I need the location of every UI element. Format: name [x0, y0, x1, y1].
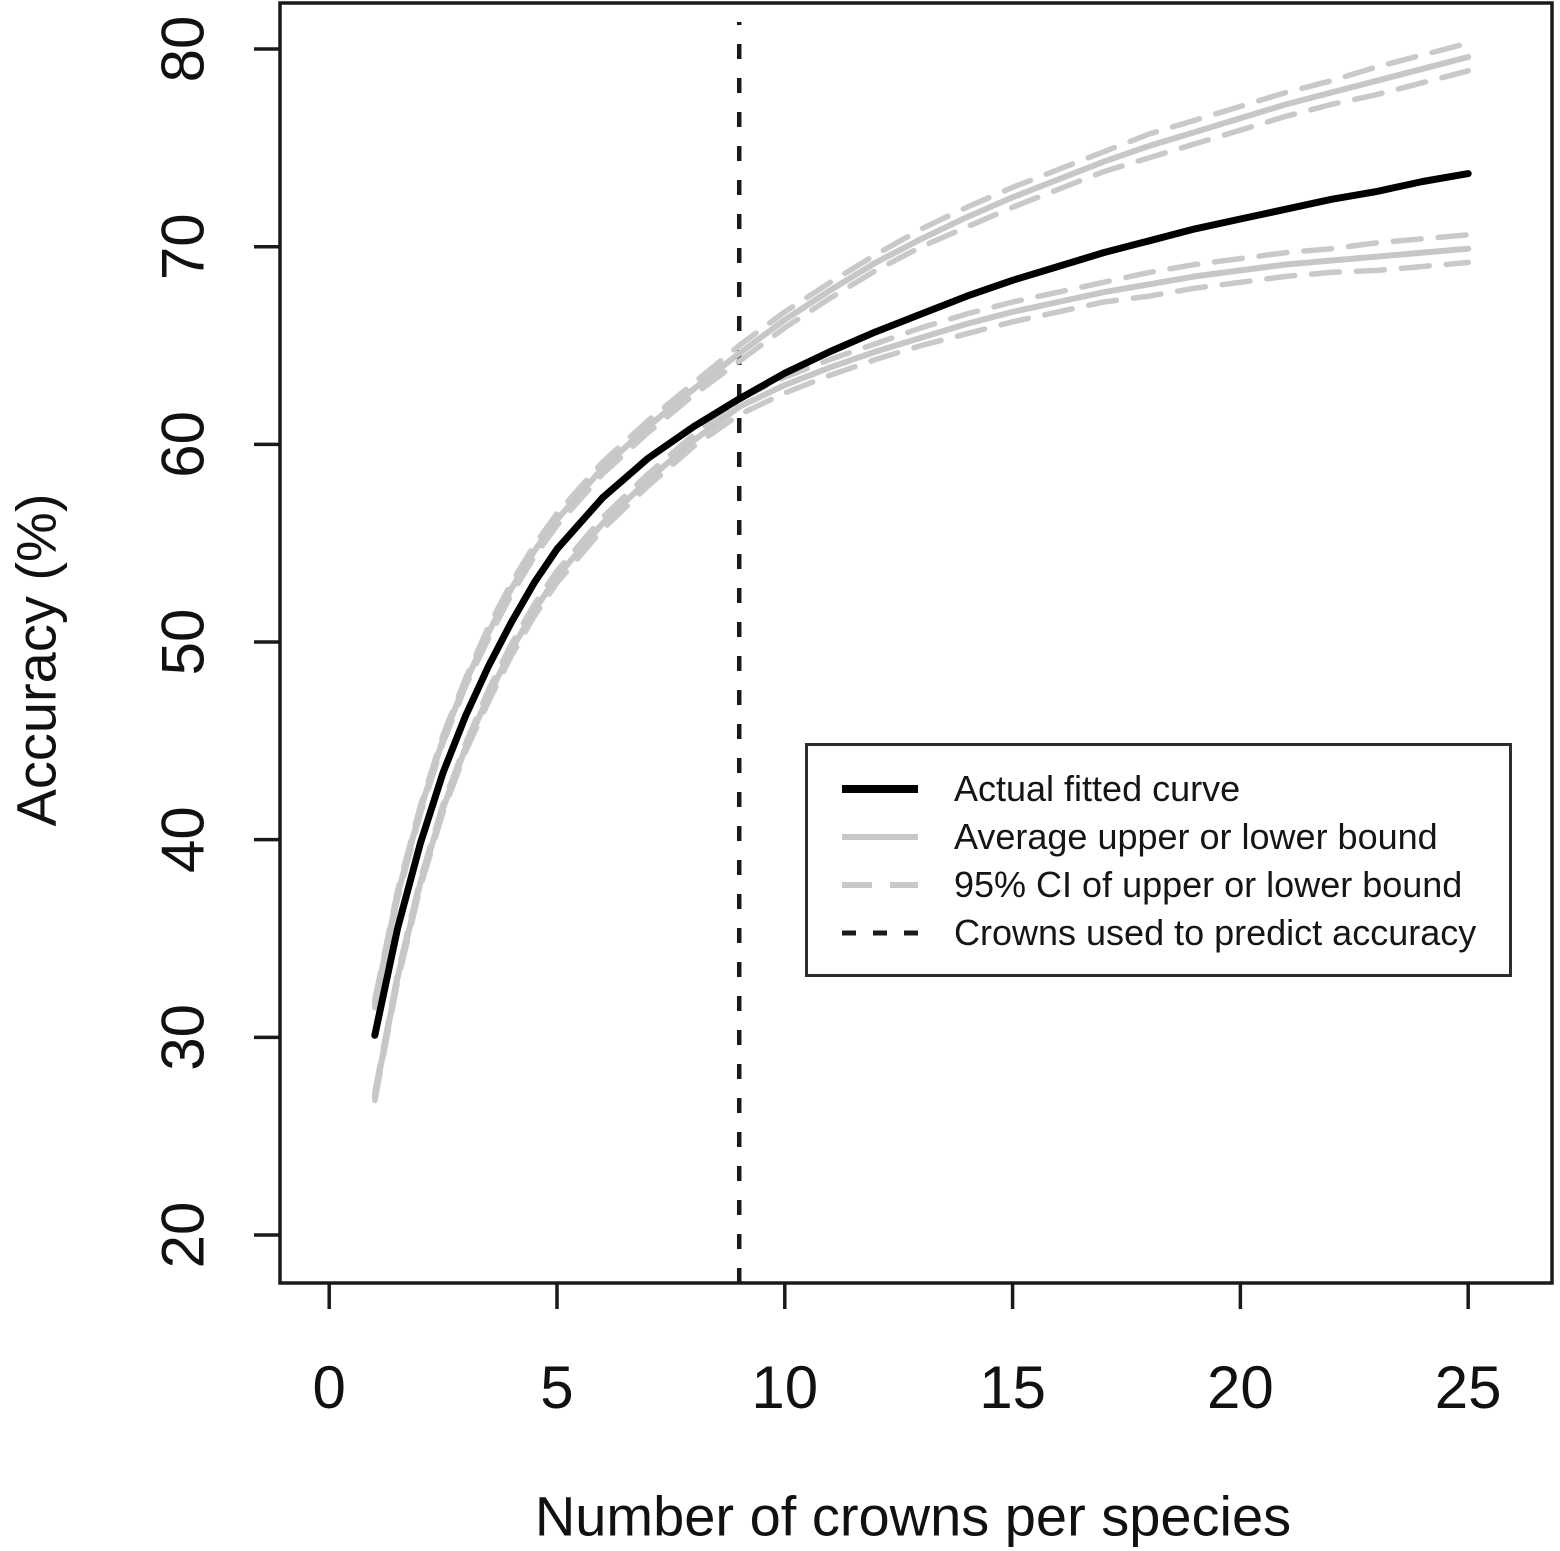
legend-item-label: 95% CI of upper or lower bound: [954, 864, 1463, 905]
x-axis-title: Number of crowns per species: [534, 1484, 1292, 1548]
legend-item: Average upper or lower bound: [840, 813, 1509, 861]
legend-item-label: Average upper or lower bound: [954, 816, 1438, 857]
y-tick-label: 20: [150, 1202, 217, 1269]
lower-bound-avg-line: [371, 245, 1472, 1100]
legend-item: Crowns used to predict accuracy: [840, 909, 1509, 957]
y-tick-label: 60: [150, 411, 217, 478]
legend-line-sample-icon: [842, 930, 918, 936]
legend-line-sample-icon: [842, 785, 918, 793]
x-tick-label: 5: [540, 1354, 573, 1421]
x-tick-label: 20: [1207, 1354, 1274, 1421]
upper-bound-avg-line: [371, 54, 1472, 1007]
y-axis-title: Accuracy (%): [4, 493, 68, 827]
legend-item-label: Crowns used to predict accuracy: [954, 912, 1477, 953]
legend-item: Actual fitted curve: [840, 765, 1509, 813]
legend-line-sample-icon: [842, 882, 918, 888]
legend-item-label: Actual fitted curve: [954, 768, 1241, 809]
y-tick-label: 50: [150, 609, 217, 676]
legend-item: 95% CI of upper or lower bound: [840, 861, 1509, 909]
x-tick-label: 15: [979, 1354, 1046, 1421]
y-tick-label: 30: [150, 1004, 217, 1071]
legend: Actual fitted curve Average upper or lowe…: [805, 743, 1512, 977]
y-tick-label: 80: [150, 16, 217, 83]
y-tick-label: 40: [150, 806, 217, 873]
lower-ci-high-line: [372, 232, 1471, 1096]
x-tick-label: 10: [751, 1354, 818, 1421]
x-tick-label: 0: [313, 1354, 346, 1421]
legend-line-sample-icon: [842, 834, 918, 840]
y-tick-label: 70: [150, 213, 217, 280]
fitted-curve-line: [371, 170, 1472, 1039]
lower-ci-low-line: [372, 259, 1471, 1104]
x-tick-label: 25: [1435, 1354, 1502, 1421]
